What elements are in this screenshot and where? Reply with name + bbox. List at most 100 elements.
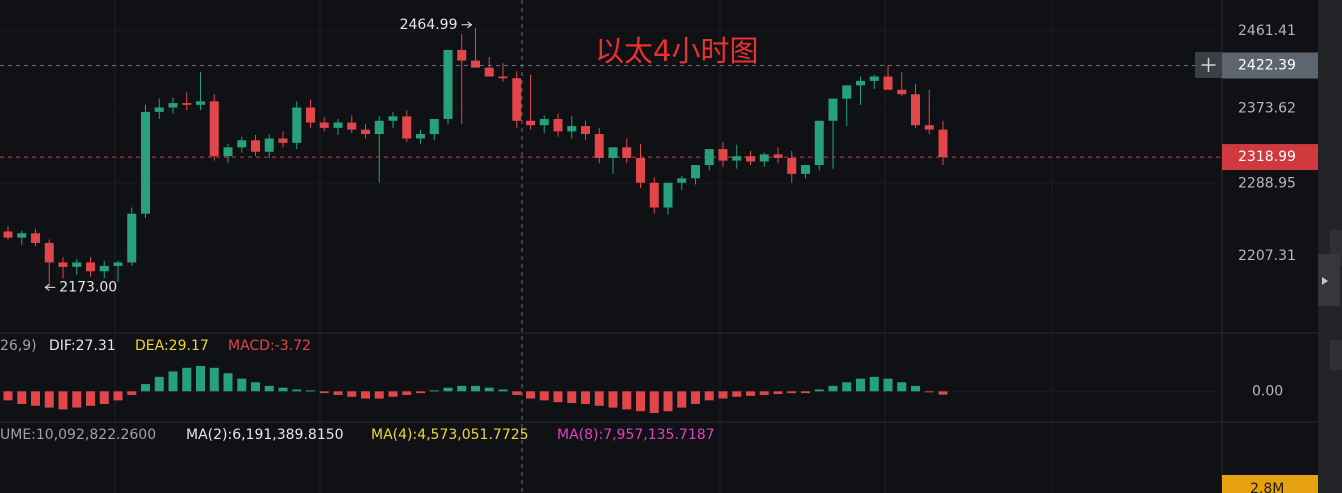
candle-body bbox=[484, 67, 494, 77]
candle-body bbox=[209, 101, 219, 157]
candle-body bbox=[127, 213, 137, 263]
candle-body bbox=[319, 122, 329, 128]
candle-body bbox=[553, 118, 563, 132]
volume-legend: UME:10,092,822.2600 bbox=[0, 427, 156, 443]
macd-bar bbox=[856, 378, 865, 392]
macd-bar bbox=[663, 391, 673, 412]
macd-bar bbox=[732, 391, 742, 397]
macd-dea: DEA:29.17 bbox=[135, 338, 209, 354]
macd-bar bbox=[869, 376, 879, 392]
macd-bar bbox=[512, 391, 522, 395]
macd-bar bbox=[443, 387, 453, 392]
candle-body bbox=[691, 165, 700, 179]
macd-bar bbox=[457, 385, 467, 392]
macd-dif: DIF:27.31 bbox=[49, 338, 116, 354]
candle-body bbox=[704, 149, 714, 166]
candle-body bbox=[883, 76, 893, 90]
candle-body bbox=[856, 80, 865, 86]
min-arrow bbox=[44, 283, 56, 291]
side-button[interactable] bbox=[1330, 340, 1342, 370]
macd-bar bbox=[306, 390, 315, 392]
side-toggle[interactable] bbox=[1318, 254, 1340, 306]
macd-bar bbox=[237, 378, 247, 392]
candle-body bbox=[787, 157, 797, 174]
candle-body bbox=[264, 138, 274, 152]
candle-body bbox=[402, 116, 412, 139]
macd-bar bbox=[498, 389, 508, 392]
candle-body bbox=[512, 78, 522, 121]
candle-body bbox=[663, 182, 673, 208]
candle-body bbox=[196, 101, 205, 105]
macd-bar bbox=[814, 389, 824, 392]
crosshair-price-label: 2422.39 bbox=[1238, 58, 1296, 74]
macd-bar bbox=[581, 391, 590, 404]
macd-bar bbox=[127, 391, 137, 395]
macd-bar bbox=[99, 391, 109, 404]
candle-body bbox=[759, 154, 769, 162]
candle-body bbox=[306, 107, 315, 123]
last-price-label: 2318.99 bbox=[1238, 149, 1296, 165]
macd-bar bbox=[17, 391, 27, 404]
macd-bar bbox=[31, 391, 40, 406]
macd-bar bbox=[347, 391, 357, 397]
candle-body bbox=[897, 89, 907, 95]
candle-body bbox=[347, 122, 357, 130]
macd-bar bbox=[526, 391, 535, 399]
candle-body bbox=[113, 262, 123, 266]
candle-body bbox=[828, 98, 838, 121]
candle-body bbox=[44, 242, 54, 263]
candle-body bbox=[814, 120, 824, 166]
macd-bar bbox=[897, 382, 907, 392]
macd-bar bbox=[759, 391, 769, 395]
side-arrow bbox=[1322, 277, 1328, 285]
candle-body bbox=[237, 140, 247, 148]
macd-bar bbox=[704, 391, 714, 401]
volume-legend: MA(8):7,957,135.7187 bbox=[557, 427, 715, 443]
crosshair-price-box bbox=[1222, 52, 1318, 79]
min-price-label: 2173.00 bbox=[59, 279, 117, 295]
macd-bar bbox=[58, 391, 68, 410]
macd-bar bbox=[3, 391, 13, 401]
macd-bar bbox=[924, 391, 934, 393]
macd-bar bbox=[567, 391, 577, 404]
candle-body bbox=[498, 76, 508, 79]
macd-bar bbox=[484, 387, 494, 392]
macd-bar bbox=[209, 367, 219, 392]
candle-body bbox=[416, 134, 425, 139]
macd-bar bbox=[319, 391, 329, 394]
macd-bar bbox=[677, 391, 687, 408]
macd-bar bbox=[911, 385, 920, 392]
volume-legend: MA(4):4,573,051.7725 bbox=[371, 427, 529, 443]
macd-bar bbox=[402, 391, 412, 395]
macd-bar bbox=[251, 382, 260, 392]
candle-body bbox=[251, 140, 260, 152]
candle-body bbox=[429, 118, 439, 135]
candle-body bbox=[86, 262, 95, 272]
candle-body bbox=[732, 156, 742, 161]
macd-bar bbox=[141, 384, 150, 392]
macd-bar bbox=[154, 376, 164, 392]
candle-body bbox=[141, 111, 150, 214]
macd-params: 26,9) bbox=[0, 338, 37, 354]
macd-bar bbox=[292, 389, 302, 392]
candle-body bbox=[608, 147, 618, 158]
last-price-box bbox=[1222, 144, 1318, 171]
macd-bar bbox=[622, 391, 632, 410]
candle-body bbox=[154, 107, 164, 112]
max-price-label: 2464.99 bbox=[400, 17, 458, 33]
macd-bar bbox=[361, 391, 370, 399]
candle-body bbox=[911, 94, 920, 126]
candle-body bbox=[361, 129, 370, 135]
candle-body bbox=[471, 60, 480, 68]
candle-body bbox=[622, 147, 632, 158]
macd-bar bbox=[333, 391, 343, 395]
candle-body bbox=[636, 157, 645, 183]
macd-bar bbox=[773, 391, 783, 395]
candle-body bbox=[99, 265, 109, 272]
candle-body bbox=[773, 154, 783, 158]
candle-body bbox=[374, 120, 384, 135]
candle-body bbox=[938, 129, 948, 158]
macd-bar bbox=[223, 373, 233, 392]
